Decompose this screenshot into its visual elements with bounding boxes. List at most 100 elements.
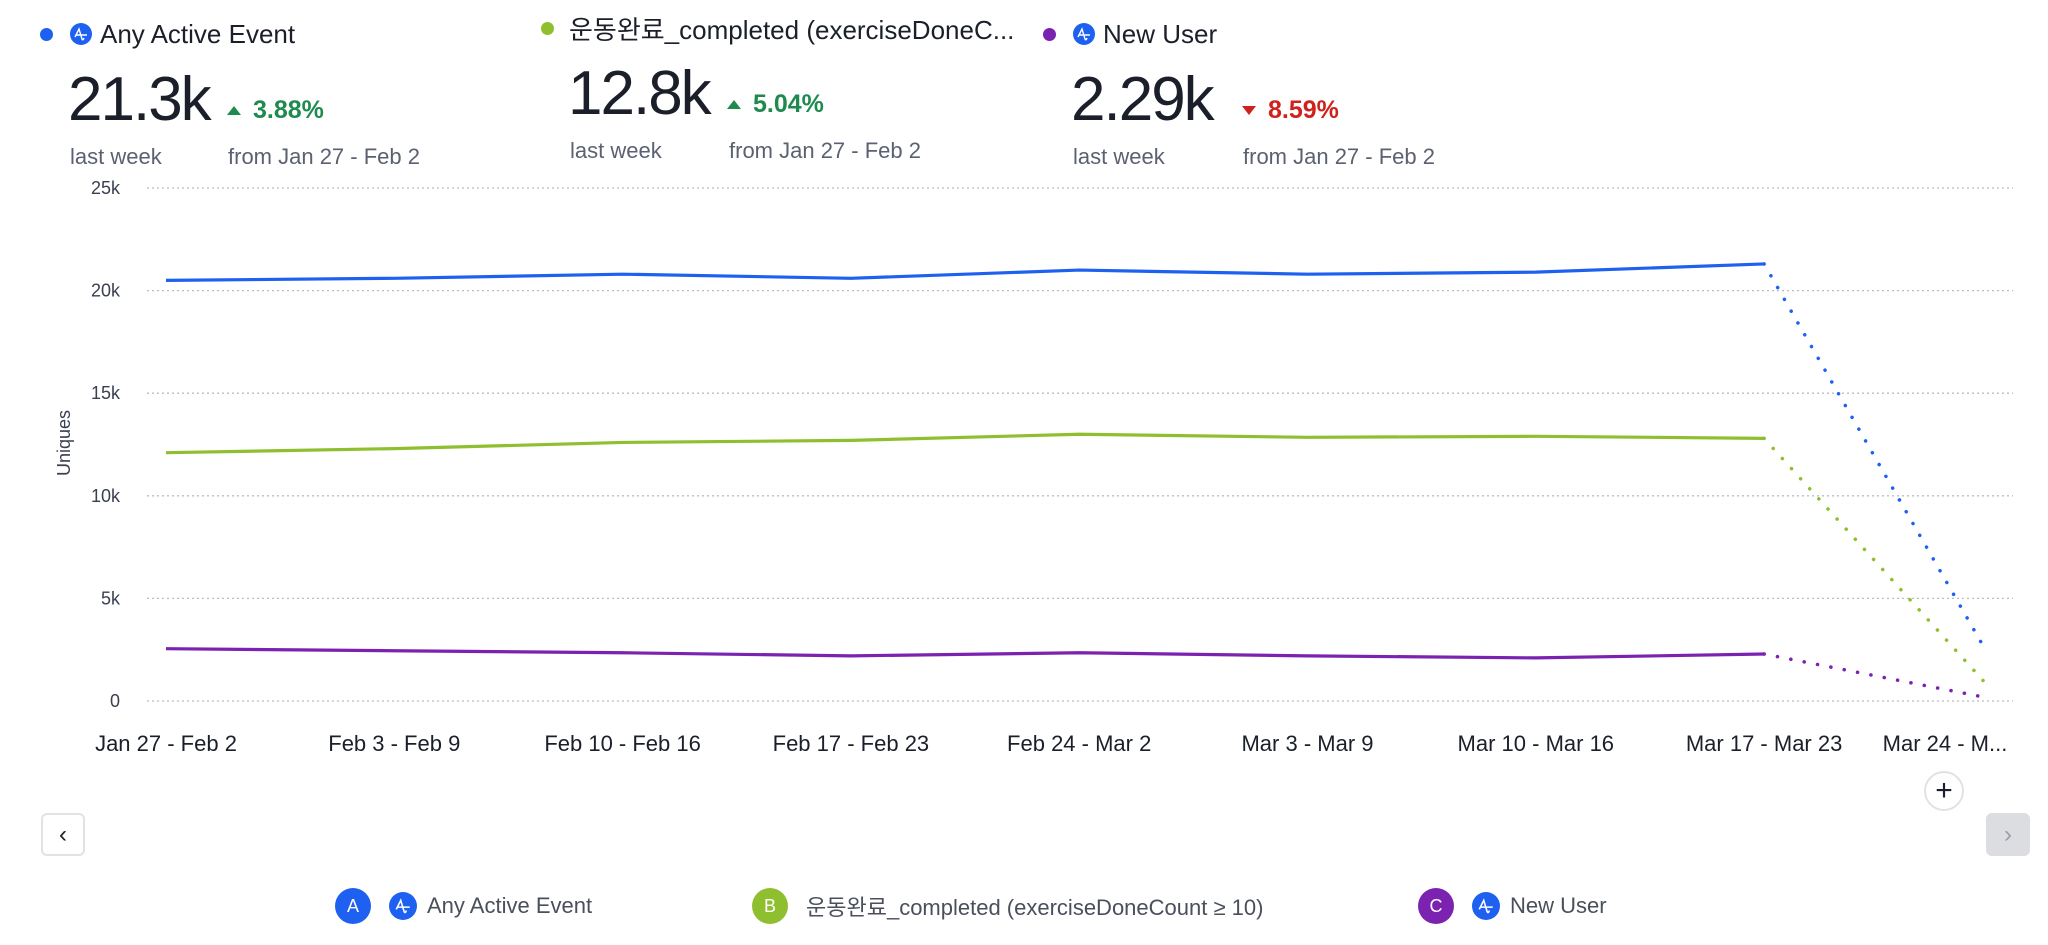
y-tick-label: 10k [91,486,121,506]
data-point[interactable] [160,643,172,655]
data-point[interactable] [1073,264,1085,276]
metric-value: 21.3k [68,65,212,134]
x-axis-ticks: Jan 27 - Feb 2 Feb 3 - Feb 9 Feb 10 - Feb … [95,731,2007,756]
trend-down-icon [1242,106,1256,115]
data-point[interactable] [1073,647,1085,659]
chart-series[interactable] [160,258,1989,703]
series-a[interactable] [160,258,1989,652]
data-point[interactable] [160,274,172,286]
data-point[interactable] [1977,674,1989,686]
data-point[interactable] [617,268,629,280]
data-point[interactable] [1758,258,1770,270]
x-tick-label: Jan 27 - Feb 2 [95,731,237,756]
data-point[interactable] [1530,652,1542,664]
data-point[interactable] [1302,650,1314,662]
y-tick-label: 20k [91,281,121,301]
metric-header[interactable]: New User [1043,14,1217,54]
metric-header[interactable]: 운동완료_completed (exerciseDoneC... [541,8,1014,48]
legend-label: 운동완료_completed (exerciseDoneCount ≥ 10) [806,895,1264,920]
amplitude-logo-icon [389,892,417,920]
add-annotation-button[interactable]: + [1924,771,1964,811]
trend-up-icon [227,106,241,115]
series-line[interactable] [165,432,1765,455]
metric-label: New User [1103,18,1218,49]
y-tick-label: 15k [91,383,121,403]
data-point[interactable] [617,436,629,448]
y-tick-label: 5k [101,588,121,608]
metric-period: last week [570,138,662,163]
data-point[interactable] [1302,431,1314,443]
x-tick-label: Feb 24 - Mar 2 [1007,731,1151,756]
data-point[interactable] [1977,640,1989,652]
series-incomplete-line[interactable] [1762,262,1985,648]
data-point[interactable] [1977,691,1989,703]
x-tick-label: Feb 10 - Feb 16 [544,731,701,756]
x-tick-label: Mar 17 - Mar 23 [1686,731,1843,756]
data-point[interactable] [388,645,400,657]
data-point[interactable] [845,272,857,284]
data-point[interactable] [1530,266,1542,278]
metric-delta: 3.88% [227,96,324,125]
y-axis-ticks: 0 5k 10k 15k 20k 25k [91,178,121,711]
data-point[interactable] [160,447,172,459]
metric-period: last week [1073,144,1165,169]
metric-period: last week [70,144,162,169]
data-point[interactable] [1530,430,1542,442]
legend-badge: A [335,888,371,924]
metric-delta-value: 5.04% [753,90,824,118]
x-tick-label: Mar 3 - Mar 9 [1241,731,1373,756]
series-c[interactable] [160,643,1989,703]
metric-comparison: from Jan 27 - Feb 2 [228,144,420,169]
legend-item-b[interactable]: B 운동완료_completed (exerciseDoneCount ≥ 10… [752,886,1263,926]
metric-delta-value: 3.88% [253,96,324,124]
metric-label: Any Active Event [100,18,296,49]
metric-delta-value: 8.59% [1268,96,1339,124]
data-point[interactable] [1758,648,1770,660]
amplitude-logo-icon [70,23,92,45]
y-axis-label: Uniques [54,410,74,476]
data-point[interactable] [1758,432,1770,444]
chart-gridlines [147,187,2013,702]
metric-delta: 8.59% [1242,96,1339,125]
series-color-dot [541,21,554,35]
data-point[interactable] [1302,268,1314,280]
amplitude-logo-icon [1073,23,1095,45]
data-point[interactable] [845,434,857,446]
series-line[interactable] [165,262,1765,282]
data-point[interactable] [1073,428,1085,440]
plus-icon: + [1935,774,1953,807]
x-tick-label: Mar 24 - M... [1883,731,2008,756]
legend-item-c[interactable]: C New User [1418,886,1607,926]
line-chart[interactable]: 0 5k 10k 15k 20k 25k Uniques Jan 27 - Feb 2 Fe… [0,0,2048,780]
data-point[interactable] [388,443,400,455]
amplitude-logo-icon [1472,892,1500,920]
metric-comparison: from Jan 27 - Feb 2 [729,138,921,163]
metric-header[interactable]: Any Active Event [40,14,295,54]
next-page-button[interactable]: › [1986,813,2030,856]
x-tick-label: Feb 3 - Feb 9 [328,731,460,756]
series-line[interactable] [165,647,1765,660]
x-tick-label: Mar 10 - Mar 16 [1458,731,1615,756]
metric-card-any-active-event: Any Active Event 21.3k last week 3.88% f… [40,14,420,169]
legend-label: Any Active Event [427,893,593,918]
metric-label: 운동완료_completed (exerciseDoneC... [569,14,1015,45]
series-color-dot [40,27,53,41]
y-tick-label: 25k [91,178,121,198]
legend-badge: C [1418,888,1454,924]
data-point[interactable] [388,272,400,284]
chevron-right-icon: › [2004,820,2012,848]
legend-item-a[interactable]: A Any Active Event [335,886,592,926]
metric-value: 12.8k [568,59,712,128]
series-incomplete-line[interactable] [1762,436,1985,683]
previous-page-button[interactable]: ‹ [41,813,85,856]
metric-comparison: from Jan 27 - Feb 2 [1243,144,1435,169]
series-b[interactable] [160,428,1989,686]
metric-value: 2.29k [1071,65,1215,134]
trend-up-icon [727,100,741,109]
y-tick-label: 0 [110,691,120,711]
series-incomplete-line[interactable] [1762,652,1985,699]
metric-card-new-user: New User 2.29k last week 8.59% from Jan … [1043,14,1435,169]
data-point[interactable] [617,647,629,659]
x-tick-label: Feb 17 - Feb 23 [773,731,930,756]
data-point[interactable] [845,650,857,662]
